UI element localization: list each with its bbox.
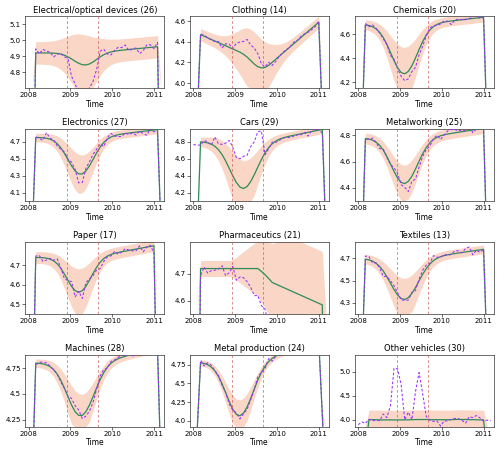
X-axis label: Time: Time	[415, 212, 434, 222]
Title: Electrical/optical devices (26): Electrical/optical devices (26)	[32, 5, 157, 14]
Title: Metal production (24): Metal production (24)	[214, 344, 305, 353]
X-axis label: Time: Time	[250, 100, 269, 109]
Title: Other vehicles (30): Other vehicles (30)	[384, 344, 465, 353]
X-axis label: Time: Time	[415, 100, 434, 109]
Title: Clothing (14): Clothing (14)	[232, 5, 287, 14]
X-axis label: Time: Time	[250, 326, 269, 335]
Title: Paper (17): Paper (17)	[73, 231, 117, 241]
X-axis label: Time: Time	[250, 439, 269, 448]
Title: Machines (28): Machines (28)	[65, 344, 124, 353]
X-axis label: Time: Time	[86, 439, 104, 448]
X-axis label: Time: Time	[86, 326, 104, 335]
X-axis label: Time: Time	[250, 212, 269, 222]
Title: Cars (29): Cars (29)	[240, 118, 279, 127]
Title: Electronics (27): Electronics (27)	[62, 118, 128, 127]
Title: Textiles (13): Textiles (13)	[399, 231, 450, 241]
Title: Chemicals (20): Chemicals (20)	[393, 5, 456, 14]
X-axis label: Time: Time	[86, 212, 104, 222]
Title: Metalworking (25): Metalworking (25)	[386, 118, 462, 127]
X-axis label: Time: Time	[415, 326, 434, 335]
Title: Pharmaceutics (21): Pharmaceutics (21)	[219, 231, 300, 241]
X-axis label: Time: Time	[86, 100, 104, 109]
X-axis label: Time: Time	[415, 439, 434, 448]
